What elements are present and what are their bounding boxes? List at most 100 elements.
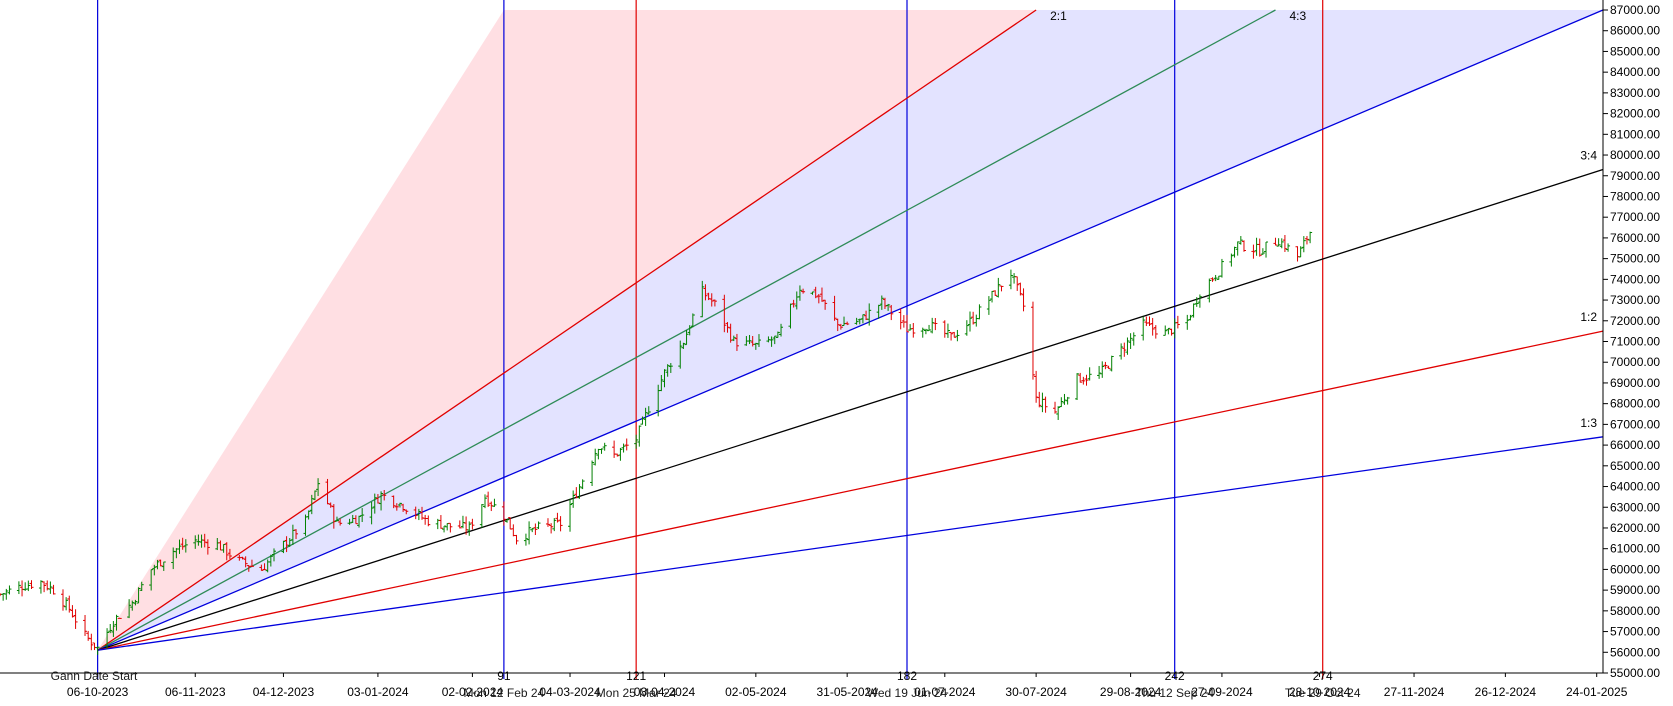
price-candle <box>1254 237 1259 256</box>
price-candle <box>602 442 607 451</box>
y-tick-label: 77000.00 <box>1610 210 1660 224</box>
price-candle <box>709 293 714 307</box>
price-candles <box>0 231 1313 655</box>
price-candle <box>1169 328 1174 336</box>
price-candle <box>996 277 1001 298</box>
price-candle <box>536 521 541 530</box>
price-candle <box>1166 327 1171 335</box>
price-candle <box>823 299 828 310</box>
price-candle <box>117 617 122 619</box>
price-candle <box>1056 406 1061 420</box>
price-candle <box>687 325 692 336</box>
y-tick-label: 61000.00 <box>1610 542 1660 556</box>
price-candle <box>83 615 88 636</box>
y-tick-label: 72000.00 <box>1610 314 1660 328</box>
price-candle <box>42 581 47 593</box>
price-candle <box>1188 314 1193 321</box>
x-tick-label: 24-01-2025 <box>1566 685 1628 699</box>
y-tick-label: 66000.00 <box>1610 438 1660 452</box>
price-candle <box>1040 392 1045 413</box>
price-candle <box>1260 248 1265 255</box>
price-candle <box>152 564 157 576</box>
price-candle <box>130 600 135 611</box>
price-candle <box>876 304 881 319</box>
price-candle <box>177 539 182 554</box>
price-candle <box>568 498 573 532</box>
price-candle <box>316 478 321 497</box>
price-candle <box>920 327 925 338</box>
price-candle <box>136 587 141 604</box>
price-candle <box>448 522 453 533</box>
price-candle <box>155 559 160 570</box>
price-candle <box>949 331 954 341</box>
y-tick-label: 65000.00 <box>1610 459 1660 473</box>
price-candle <box>684 329 689 346</box>
price-candle <box>1053 401 1058 414</box>
gann-line-3-4 <box>97 168 1604 651</box>
price-candle <box>1081 376 1086 385</box>
price-candle <box>482 494 487 509</box>
price-candle <box>445 523 450 531</box>
price-candle <box>139 581 144 592</box>
price-candle <box>1273 237 1278 246</box>
gann-ratio-label: 1:2 <box>1580 310 1597 324</box>
price-candle <box>945 323 950 338</box>
x-tick-label: 04-03-2024 <box>539 685 601 699</box>
price-candle <box>577 484 582 499</box>
price-candle <box>1106 365 1111 369</box>
price-candle <box>549 523 554 534</box>
price-candle <box>974 314 979 327</box>
cycle-count-label: 121 <box>626 669 646 683</box>
price-candle <box>51 584 56 595</box>
price-candle <box>734 333 739 351</box>
y-tick-label: 67000.00 <box>1610 417 1660 431</box>
price-candle <box>678 340 683 369</box>
y-tick-label: 78000.00 <box>1610 189 1660 203</box>
price-candle <box>205 539 210 555</box>
price-candle <box>353 515 358 525</box>
price-candle <box>552 518 557 532</box>
price-candle <box>690 313 695 328</box>
price-candle <box>942 320 947 338</box>
price-candle <box>1235 241 1240 256</box>
x-tick-label: 01-07-2024 <box>914 685 976 699</box>
price-candle <box>993 290 998 296</box>
price-candle <box>262 563 267 571</box>
price-candle <box>801 288 806 294</box>
price-candle <box>514 534 519 545</box>
y-tick-label: 71000.00 <box>1610 335 1660 349</box>
price-candle <box>1264 241 1269 258</box>
price-candle <box>813 286 818 299</box>
price-candle <box>545 518 550 527</box>
price-candle <box>38 580 43 594</box>
price-candle <box>1125 337 1130 355</box>
y-tick-label: 69000.00 <box>1610 376 1660 390</box>
price-candle <box>1144 316 1149 327</box>
price-candle <box>511 524 516 537</box>
price-candle <box>911 322 916 338</box>
price-candle <box>394 503 399 511</box>
price-candle <box>1021 288 1026 312</box>
price-candle <box>819 287 824 302</box>
gann-line-1-2 <box>97 330 1604 651</box>
price-candle <box>1279 238 1284 249</box>
price-candle <box>95 646 100 655</box>
price-candle <box>1301 236 1306 253</box>
price-candle <box>930 317 935 334</box>
cycle-count-label: 274 <box>1313 669 1333 683</box>
price-candle <box>908 324 913 331</box>
price-candle <box>249 559 254 568</box>
price-candle <box>29 580 34 590</box>
price-candle <box>640 416 645 425</box>
price-candle <box>89 633 94 651</box>
price-candle <box>816 293 821 304</box>
gann-ratio-label: 3:4 <box>1580 149 1597 163</box>
price-candle <box>747 334 752 345</box>
price-candle <box>382 490 387 501</box>
y-tick-label: 60000.00 <box>1610 562 1660 576</box>
x-tick-label: 29-08-2024 <box>1100 685 1162 699</box>
price-candle <box>486 491 491 507</box>
x-tick-label: 31-05-2024 <box>816 685 878 699</box>
y-tick-label: 87000.00 <box>1610 3 1660 17</box>
price-candle <box>1147 316 1152 326</box>
